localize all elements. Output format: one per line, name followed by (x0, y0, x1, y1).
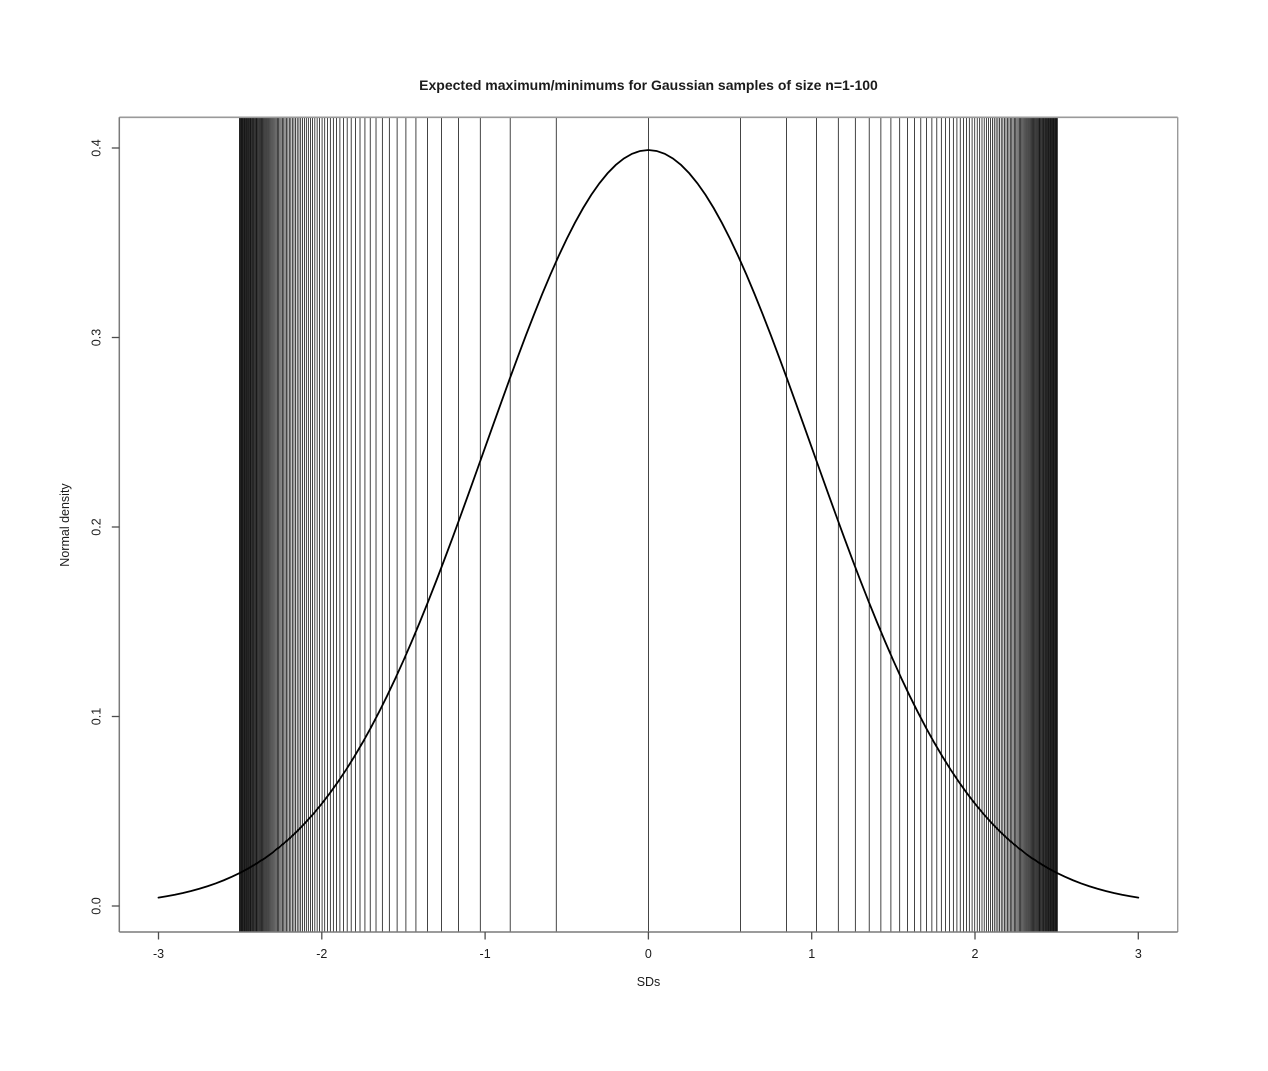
expected-extremes-lines (239, 117, 1058, 932)
y-axis-label: Normal density (58, 483, 72, 567)
x-axis: -3 -2 -1 0 1 2 3 (153, 932, 1142, 961)
y-tick-label: 0.3 (90, 329, 104, 346)
y-tick-label: 0.2 (90, 518, 104, 535)
y-tick-label: 0.1 (90, 708, 104, 725)
x-tick-label: -1 (480, 947, 491, 961)
x-tick-label: 2 (972, 947, 979, 961)
normal-density-curve (157, 149, 1140, 899)
chart-title: Expected maximum/minimums for Gaussian s… (419, 77, 878, 93)
x-tick-label: 0 (645, 947, 652, 961)
x-axis-label: SDs (637, 975, 661, 989)
x-tick-label: -2 (316, 947, 327, 961)
y-tick-label: 0.0 (90, 897, 104, 914)
x-tick-label: 3 (1135, 947, 1142, 961)
x-tick-label: 1 (808, 947, 815, 961)
y-tick-label: 0.4 (90, 139, 104, 156)
y-axis: 0.0 0.1 0.2 0.3 0.4 (90, 139, 120, 915)
x-tick-label: -3 (153, 947, 164, 961)
